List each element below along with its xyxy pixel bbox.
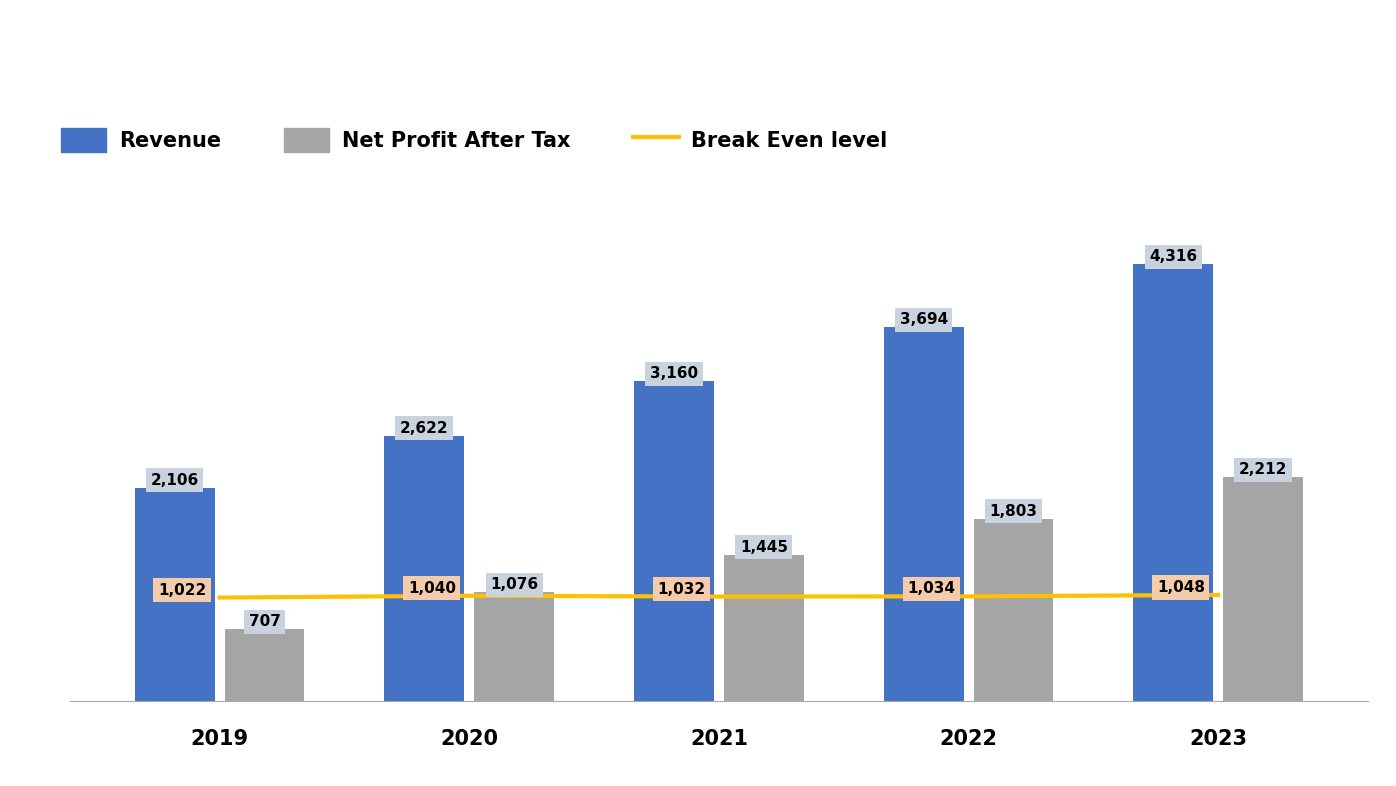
Bar [973, 519, 1054, 701]
Text: 4,316: 4,316 [1149, 249, 1198, 264]
Text: 1,034: 1,034 [907, 582, 955, 597]
Bar [475, 592, 554, 701]
Bar [725, 555, 804, 701]
Text: Break Even Chart ($'000): Break Even Chart ($'000) [483, 75, 913, 105]
Text: 3,160: 3,160 [651, 366, 698, 381]
Text: 2,212: 2,212 [1240, 462, 1287, 477]
Text: 707: 707 [248, 615, 281, 630]
Text: 2,106: 2,106 [151, 473, 198, 488]
Text: 1,076: 1,076 [490, 577, 539, 592]
Text: 1,022: 1,022 [158, 582, 207, 597]
Text: 1,040: 1,040 [408, 581, 456, 596]
Bar [634, 381, 713, 701]
Bar [1134, 264, 1213, 701]
Text: 1,445: 1,445 [740, 540, 787, 555]
Text: 1,803: 1,803 [990, 504, 1037, 519]
Bar [384, 435, 465, 701]
Text: 3,694: 3,694 [899, 312, 948, 327]
Text: 1,048: 1,048 [1157, 580, 1205, 595]
Text: 2,622: 2,622 [401, 421, 448, 435]
Text: 1,032: 1,032 [658, 582, 705, 597]
Bar [225, 630, 304, 701]
Legend: Revenue, Net Profit After Tax, Break Even level: Revenue, Net Profit After Tax, Break Eve… [52, 119, 896, 160]
Bar [884, 327, 963, 701]
Bar [1223, 477, 1304, 701]
Bar [134, 488, 215, 701]
